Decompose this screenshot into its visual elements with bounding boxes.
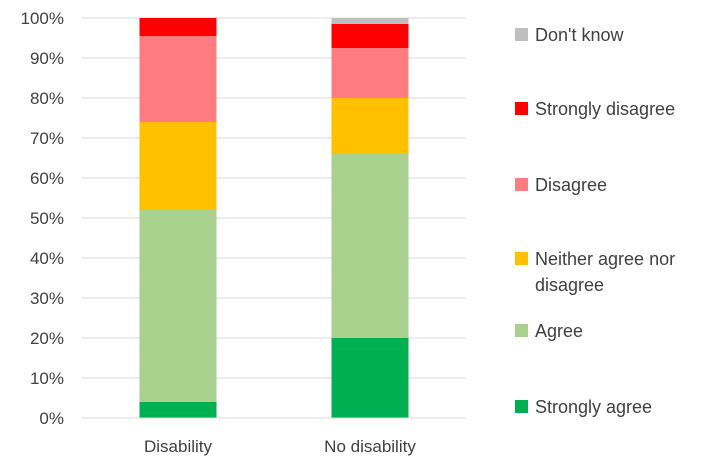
bar-segment-neither-agree-nor-disagree-1 (331, 98, 409, 154)
y-tick-label: 100% (21, 9, 64, 28)
legend-label: Disagree (535, 175, 607, 195)
legend-swatch (515, 28, 528, 41)
bar-segment-agree-1 (331, 154, 409, 338)
y-tick-label: 10% (30, 369, 64, 388)
y-tick-label: 60% (30, 169, 64, 188)
y-tick-label: 0% (39, 409, 64, 428)
legend: Don't know Strongly disagree Disagree Neith… (515, 25, 675, 417)
legend-label: Agree (535, 321, 583, 341)
x-category-label: No disability (324, 437, 416, 456)
x-category-label: Disability (144, 437, 213, 456)
x-axis-category-labels: Disability No disability (144, 437, 416, 456)
legend-swatch (515, 178, 528, 191)
legend-swatch (515, 400, 528, 413)
legend-swatch (515, 252, 528, 265)
bar-segment-strongly-disagree-0 (139, 18, 217, 36)
y-tick-label: 40% (30, 249, 64, 268)
bar-segment-neither-agree-nor-disagree-0 (139, 122, 217, 210)
legend-label: Don't know (535, 25, 624, 45)
bar-segment-strongly-agree-1 (331, 338, 409, 418)
y-tick-label: 90% (30, 49, 64, 68)
legend-swatch (515, 324, 528, 337)
bars (139, 18, 409, 418)
bar-segment-agree-0 (139, 210, 217, 402)
bar-segment-disagree-0 (139, 36, 217, 122)
legend-label: Neither agree nor (535, 249, 675, 269)
legend-label: Strongly agree (535, 397, 652, 417)
y-tick-label: 30% (30, 289, 64, 308)
y-axis-tick-labels: 0% 10% 20% 30% 40% 50% 60% 70% 80% 90% 100% (21, 9, 64, 428)
y-tick-label: 20% (30, 329, 64, 348)
bar-segment-strongly-agree-0 (139, 402, 217, 418)
y-tick-label: 50% (30, 209, 64, 228)
legend-label: Strongly disagree (535, 99, 675, 119)
y-tick-label: 80% (30, 89, 64, 108)
legend-label: disagree (535, 275, 604, 295)
bar-segment-strongly-disagree-1 (331, 24, 409, 48)
bar-segment-disagree-1 (331, 48, 409, 98)
legend-swatch (515, 102, 528, 115)
y-tick-label: 70% (30, 129, 64, 148)
bar-segment-don-t-know-1 (331, 18, 409, 24)
